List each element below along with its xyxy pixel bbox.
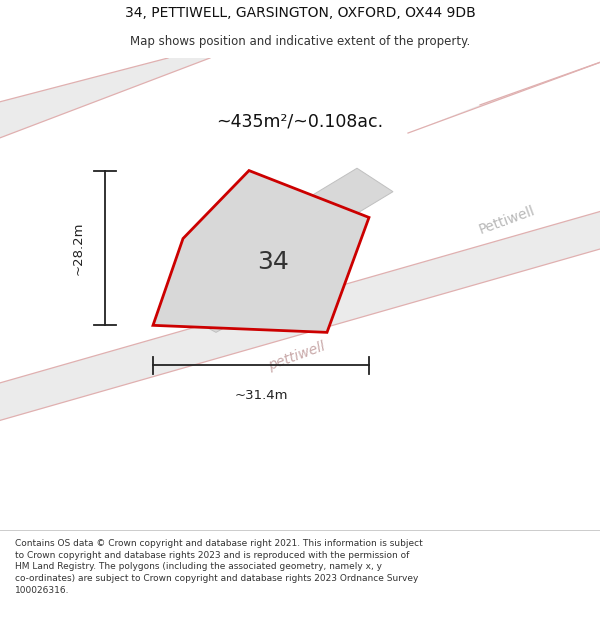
Polygon shape xyxy=(153,171,369,332)
Text: ~31.4m: ~31.4m xyxy=(234,389,288,402)
Text: 34, PETTIWELL, GARSINGTON, OXFORD, OX44 9DB: 34, PETTIWELL, GARSINGTON, OXFORD, OX44 … xyxy=(125,6,475,20)
Text: Contains OS data © Crown copyright and database right 2021. This information is : Contains OS data © Crown copyright and d… xyxy=(15,539,423,595)
Text: Pettiwell: Pettiwell xyxy=(477,203,537,236)
Polygon shape xyxy=(0,58,210,142)
Text: ~28.2m: ~28.2m xyxy=(71,221,85,275)
Text: ~435m²/~0.108ac.: ~435m²/~0.108ac. xyxy=(216,112,383,131)
Polygon shape xyxy=(408,58,600,133)
Polygon shape xyxy=(177,271,288,332)
Text: pettiwell: pettiwell xyxy=(266,339,328,372)
Text: 34: 34 xyxy=(257,250,289,274)
Polygon shape xyxy=(291,168,393,231)
Polygon shape xyxy=(0,208,600,424)
Text: Map shows position and indicative extent of the property.: Map shows position and indicative extent… xyxy=(130,35,470,48)
